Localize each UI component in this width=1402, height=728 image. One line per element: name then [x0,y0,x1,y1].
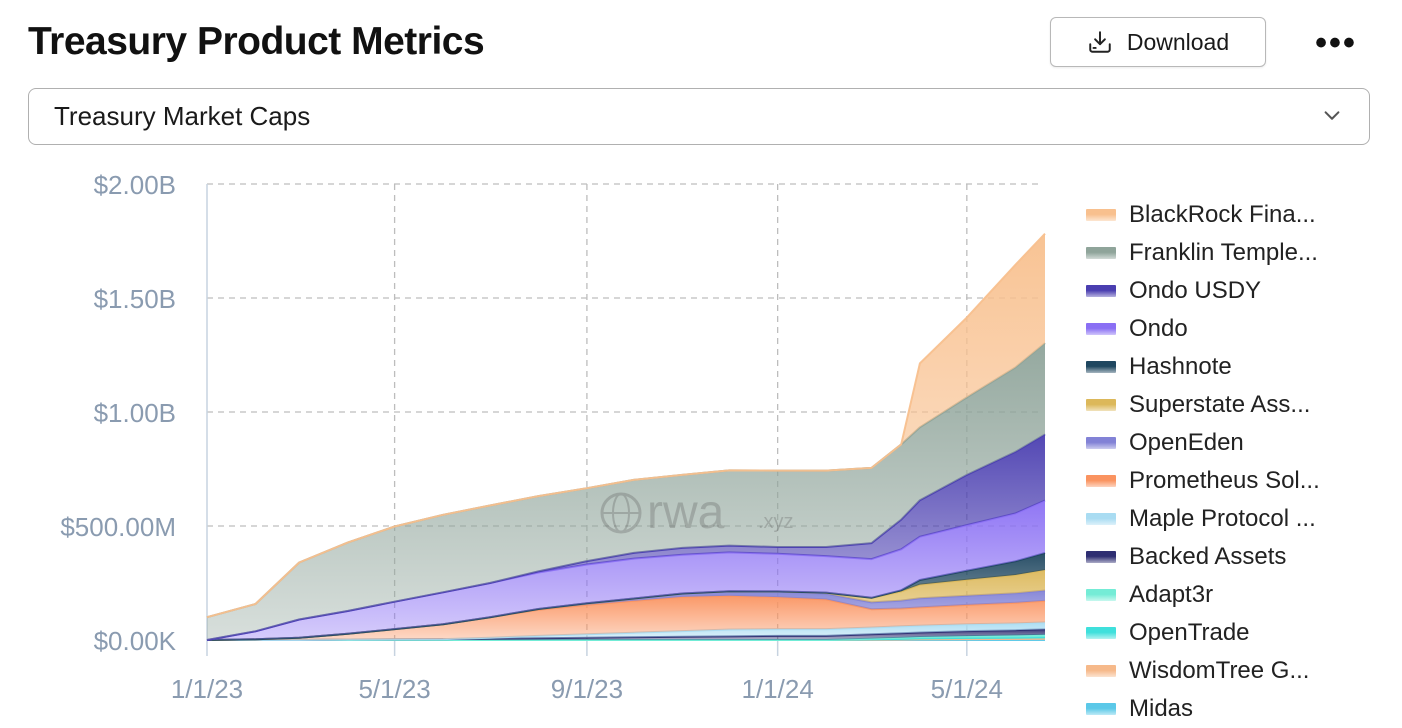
y-tick-label: $1.50B [94,284,176,314]
page-title: Treasury Product Metrics [28,20,485,63]
legend-item[interactable]: Superstate Ass... [1086,386,1386,424]
legend-item[interactable]: Ondo USDY [1086,272,1386,310]
legend-label: WisdomTree G... [1129,657,1310,684]
area-ondo [207,500,1045,640]
legend-item[interactable]: OpenTrade [1086,614,1386,652]
legend-swatch [1086,361,1116,373]
legend-swatch [1086,513,1116,525]
watermark-suffix: .xyz [758,511,794,533]
legend-label: Ondo [1129,315,1188,342]
legend-item[interactable]: Midas [1086,690,1386,728]
legend-item[interactable]: Backed Assets [1086,538,1386,576]
legend-item[interactable]: Ondo [1086,310,1386,348]
legend-label: Franklin Temple... [1129,239,1318,266]
legend-item[interactable]: WisdomTree G... [1086,652,1386,690]
legend-swatch [1086,703,1116,715]
y-tick-label: $0.00K [94,626,177,656]
globe-icon [600,492,642,534]
area-backed-assets [207,629,1045,640]
legend-swatch [1086,323,1116,335]
legend-label: Prometheus Sol... [1129,467,1320,494]
legend-label: OpenTrade [1129,619,1250,646]
watermark: rwa .xyz [600,486,794,539]
legend-label: OpenEden [1129,429,1244,456]
legend-swatch [1086,665,1116,677]
x-tick-label: 1/1/23 [171,674,243,704]
legend-item[interactable]: Hashnote [1086,348,1386,386]
legend-label: Adapt3r [1129,581,1214,608]
line-maple-protocol [207,621,1046,641]
legend-item[interactable]: Maple Protocol ... [1086,500,1386,538]
legend-label: Backed Assets [1129,543,1287,570]
metric-select-value: Treasury Market Caps [54,101,311,131]
legend-swatch [1086,475,1116,487]
download-icon [1089,31,1111,53]
chart-legend: BlackRock Fina... Franklin Temple... Ondo … [1086,196,1386,728]
x-tick-label: 1/1/24 [742,674,814,704]
download-button[interactable]: Download [1050,17,1266,67]
legend-swatch [1086,399,1116,411]
legend-item[interactable]: Franklin Temple... [1086,234,1386,272]
download-label: Download [1126,28,1230,55]
legend-swatch [1086,209,1116,221]
legend-item[interactable]: Prometheus Sol... [1086,462,1386,500]
legend-swatch [1086,627,1116,639]
legend-label: Ondo USDY [1129,277,1262,304]
legend-swatch [1086,589,1116,601]
legend-label: Superstate Ass... [1129,391,1311,418]
legend-label: Maple Protocol ... [1129,505,1316,532]
area-openeden [207,590,1045,640]
y-tick-label: $2.00B [94,170,176,200]
x-tick-label: 5/1/23 [358,674,430,704]
line-blackrock-fina [206,233,1046,619]
more-options-button[interactable]: ••• [1315,23,1357,62]
legend-label: Hashnote [1129,353,1232,380]
x-tick-label: 5/1/24 [931,674,1003,704]
legend-item[interactable]: Adapt3r [1086,576,1386,614]
metric-select[interactable]: Treasury Market Caps [28,88,1370,145]
legend-label: BlackRock Fina... [1129,201,1316,228]
chevron-down-icon [1324,111,1340,120]
globe-meridian [612,493,630,533]
market-cap-chart: $0.00K $500.00M $1.00B $1.50B $2.00B 1/1/23 5/… [60,170,1046,704]
legend-swatch [1086,437,1116,449]
y-tick-label: $500.00M [60,512,176,542]
watermark-text: rwa [647,486,725,539]
legend-swatch [1086,247,1116,259]
legend-item[interactable]: BlackRock Fina... [1086,196,1386,234]
x-tick-label: 9/1/23 [551,674,623,704]
area-franklin-temple [207,343,1045,640]
legend-label: Midas [1129,695,1194,722]
area-prometheus-sol [207,595,1045,640]
area-maple-protocol [207,622,1045,640]
legend-swatch [1086,285,1116,297]
legend-item[interactable]: OpenEden [1086,424,1386,462]
legend-swatch [1086,551,1116,563]
y-tick-label: $1.00B [94,398,176,428]
